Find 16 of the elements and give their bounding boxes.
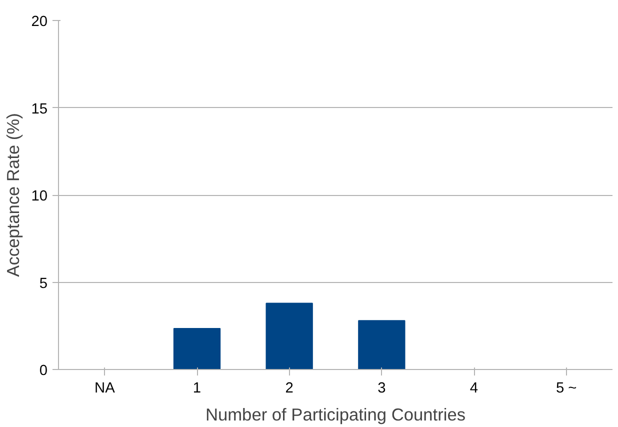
x-tick-label: 5 ~ [556,380,577,396]
y-tick-label: 15 [31,101,48,118]
bar [173,328,221,370]
x-tick-label: 4 [470,380,478,396]
y-tick-label: 20 [31,14,48,30]
bar [266,302,313,370]
y-tick-label: 5 [39,276,48,292]
y-tick-label: 10 [31,188,48,204]
x-axis-title: Number of Participating Countries [205,404,466,424]
x-tick-label: 2 [285,380,294,396]
x-tick-label: 1 [192,380,202,396]
x-tick-label: 3 [378,380,386,396]
x-tick-label: NA [94,380,116,396]
bar [358,320,406,370]
y-axis-title: Acceptance Rate (%) [3,113,24,277]
y-tick-label: 0 [39,363,48,379]
